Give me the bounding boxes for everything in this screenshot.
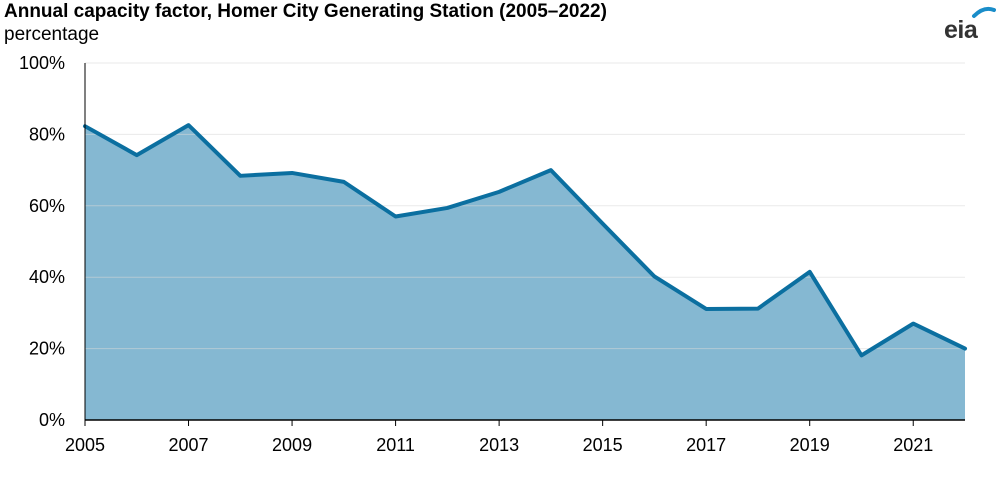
x-tick-label: 2017 bbox=[686, 435, 726, 455]
x-tick-label: 2007 bbox=[169, 435, 209, 455]
eia-logo-arc-icon bbox=[972, 6, 996, 18]
area-fill bbox=[85, 125, 965, 421]
y-tick-label: 80% bbox=[29, 124, 65, 144]
chart-title: Annual capacity factor, Homer City Gener… bbox=[4, 1, 607, 22]
x-tick-label: 2019 bbox=[790, 435, 830, 455]
x-tick-label: 2011 bbox=[376, 435, 415, 455]
chart-subtitle: percentage bbox=[4, 24, 100, 45]
x-tick-label: 2009 bbox=[272, 435, 312, 455]
x-tick-label: 2021 bbox=[893, 435, 933, 455]
x-tick-label: 2013 bbox=[479, 435, 519, 455]
eia-logo-text: eia bbox=[944, 16, 978, 44]
x-tick-label: 2005 bbox=[65, 435, 105, 455]
y-tick-label: 60% bbox=[29, 196, 65, 216]
eia-logo: eia bbox=[944, 4, 996, 44]
x-tick-label: 2015 bbox=[583, 435, 623, 455]
series-line bbox=[83, 123, 967, 358]
y-tick-label: 0% bbox=[39, 410, 65, 430]
y-tick-label: 20% bbox=[29, 339, 65, 359]
y-tick-label: 100% bbox=[19, 53, 65, 73]
y-tick-label: 40% bbox=[29, 267, 65, 287]
